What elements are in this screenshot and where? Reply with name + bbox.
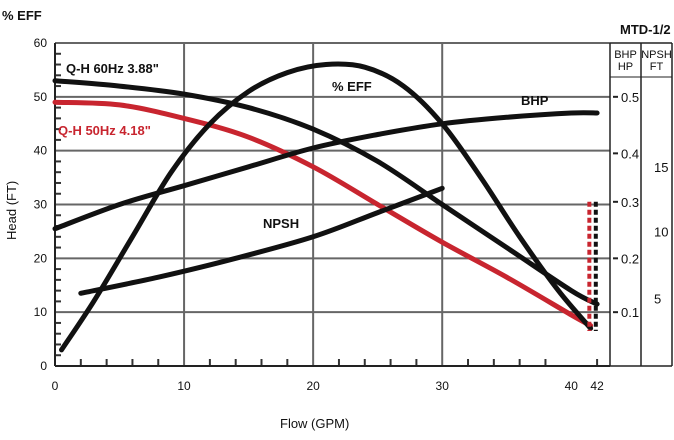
x-tick-label: 20 [306, 379, 320, 393]
bhp-tick-label: 0.5 [621, 90, 639, 105]
bhp-tick-label: 0.3 [621, 195, 639, 210]
x-tick-label: 10 [177, 379, 191, 393]
label-eff: % EFF [332, 79, 372, 94]
bhp-header-label: BHP [614, 49, 637, 61]
efficiency-curve [59, 61, 594, 353]
npsh-tick-label: 15 [654, 160, 668, 175]
chart-title: MTD-1/2 [620, 22, 671, 37]
label-qh-60hz: Q-H 60Hz 3.88" [66, 61, 159, 76]
label-bhp: BHP [521, 93, 549, 108]
x-tick-label: 42 [590, 379, 604, 393]
y-tick-label: 50 [34, 90, 48, 104]
bhp-header-label: HP [618, 61, 633, 73]
bhp-tick-label: 0.1 [621, 305, 639, 320]
bhp-tick-label: 0.4 [621, 146, 639, 161]
y-tick-label: 40 [34, 144, 48, 158]
x-tick-label: 30 [436, 379, 450, 393]
bhp-tick-label: 0.2 [621, 251, 639, 266]
npsh-tick-label: 5 [654, 292, 661, 307]
series-layer [52, 61, 600, 353]
axes-layer: 0 10 20 30 40 50 60 0 10 20 30 40 42 [34, 36, 610, 393]
npsh-tick-label: 10 [654, 224, 668, 239]
top-left-eff-label: % EFF [2, 8, 42, 23]
y-axis-title: Head (FT) [4, 181, 19, 240]
y-tick-label: 0 [40, 359, 47, 373]
npsh-header-label: NPSH [641, 49, 672, 61]
y-tick-label: 10 [34, 305, 48, 319]
npsh-curve [78, 185, 445, 296]
grid-layer [55, 42, 610, 366]
qh-50hz-curve [52, 99, 594, 329]
y-tick-label: 20 [34, 251, 48, 265]
bhp-curve [52, 110, 600, 232]
npsh-header-label: FT [650, 61, 664, 73]
y-tick-label: 30 [34, 198, 48, 212]
x-tick-label: 0 [52, 379, 59, 393]
x-tick-label: 40 [565, 379, 579, 393]
label-qh-50hz: Q-H 50Hz 4.18" [58, 123, 151, 138]
label-layer: Q-H 60Hz 3.88" Q-H 50Hz 4.18" % EFF BHP NPSH [58, 61, 549, 231]
x-axis-title: Flow (GPM) [280, 416, 349, 431]
label-npsh: NPSH [263, 216, 299, 231]
y-tick-label: 60 [34, 36, 48, 50]
